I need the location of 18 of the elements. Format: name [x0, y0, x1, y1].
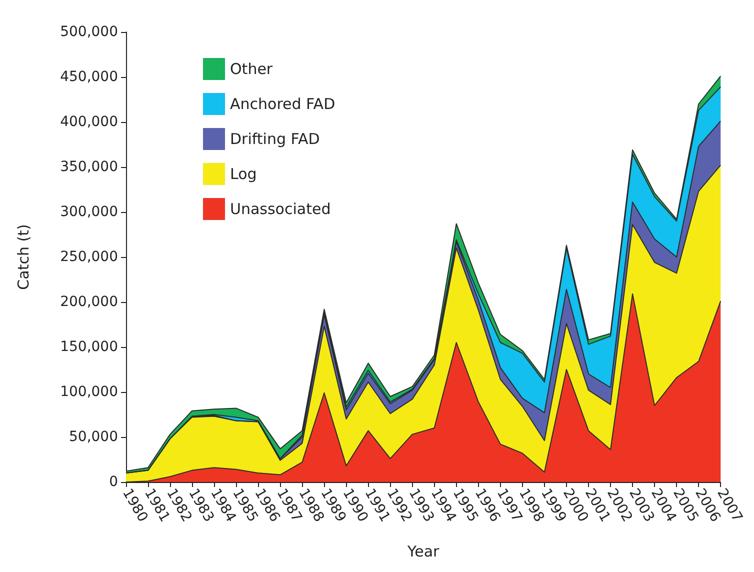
y-tick-label: 50,000: [69, 429, 118, 445]
y-tick-label: 100,000: [60, 384, 118, 400]
legend-label: Other: [230, 60, 274, 78]
x-axis-title: Year: [406, 542, 440, 560]
y-tick-label: 500,000: [60, 24, 118, 40]
y-tick-label: 200,000: [60, 294, 118, 310]
y-tick-label: 250,000: [60, 249, 118, 265]
y-axis-title: Catch (t): [14, 224, 32, 290]
y-tick-label: 350,000: [60, 159, 118, 175]
legend-label: Log: [230, 165, 257, 183]
legend-label: Drifting FAD: [230, 130, 320, 148]
y-tick-label: 150,000: [60, 339, 118, 355]
y-tick-label: 0: [109, 474, 118, 490]
y-tick-label: 300,000: [60, 204, 118, 220]
legend-label: Anchored FAD: [230, 95, 336, 113]
y-tick-label: 450,000: [60, 69, 118, 85]
y-tick-label: 400,000: [60, 114, 118, 130]
legend-label: Unassociated: [230, 200, 331, 218]
